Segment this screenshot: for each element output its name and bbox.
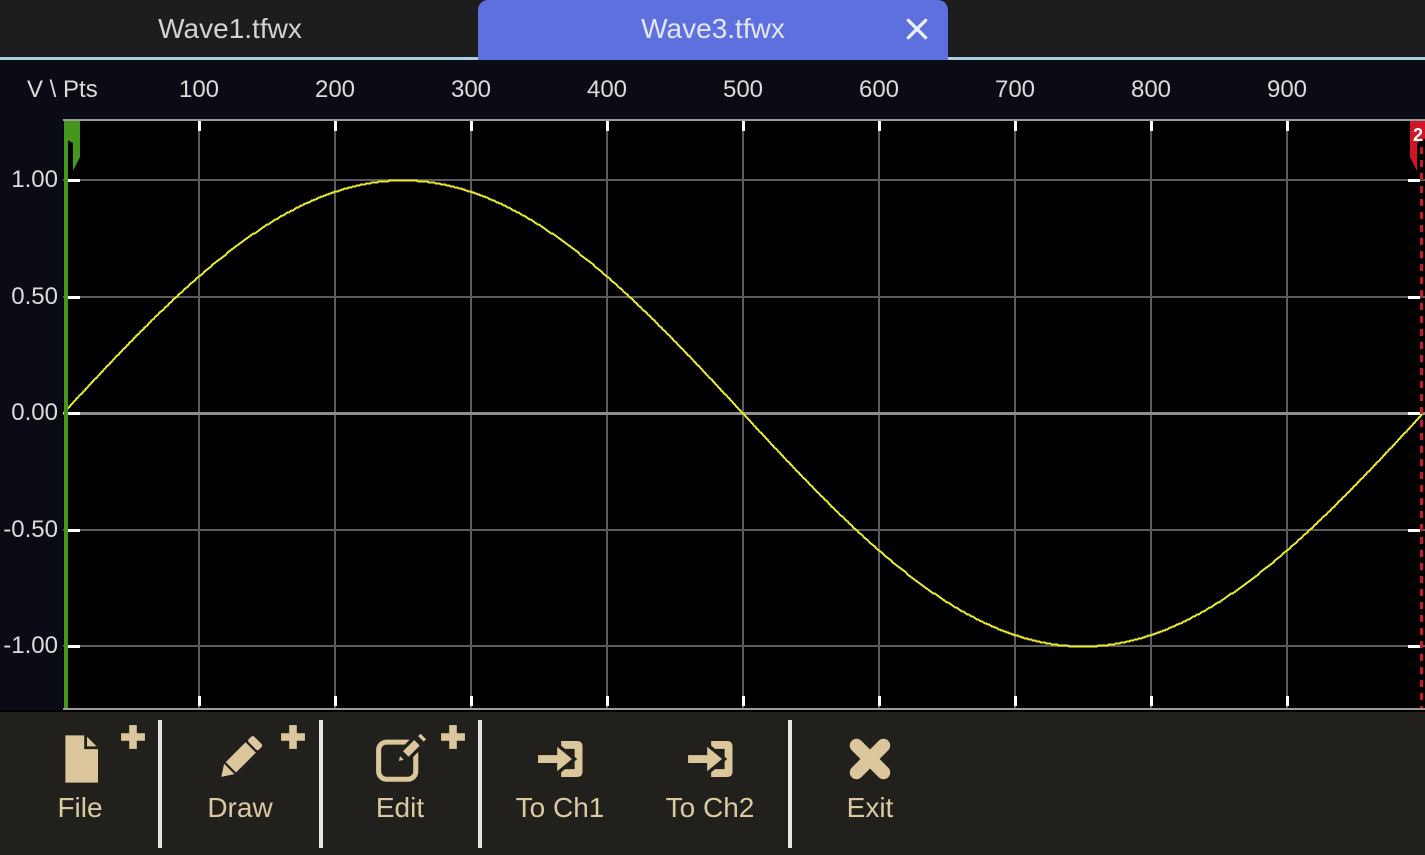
plus-badge-icon bbox=[120, 724, 146, 755]
x-axis-header: V \ Pts 100 200 300 400 500 600 700 800 900 bbox=[0, 60, 1425, 119]
axis-tick-mark bbox=[878, 696, 881, 706]
axis-tick-mark bbox=[1014, 121, 1017, 131]
axis-corner-label: V \ Pts bbox=[27, 76, 98, 103]
axis-tick-mark bbox=[1150, 121, 1153, 131]
toolbar-separator bbox=[788, 720, 792, 848]
axis-tick-mark bbox=[606, 121, 609, 131]
axis-tick-mark bbox=[1150, 696, 1153, 706]
x-axis-tick-label: 200 bbox=[314, 76, 356, 103]
x-axis-tick-label: 600 bbox=[858, 76, 900, 103]
axis-tick-mark bbox=[68, 295, 80, 299]
plus-badge-icon bbox=[280, 724, 306, 755]
end-cursor-label: 2 bbox=[1413, 125, 1424, 145]
axis-tick-mark bbox=[878, 121, 881, 131]
to-ch2-button[interactable]: To Ch2 bbox=[640, 712, 780, 855]
y-axis-tick-label: -0.50 bbox=[3, 515, 58, 543]
draw-button[interactable]: Draw bbox=[170, 712, 310, 855]
file-icon bbox=[10, 732, 150, 790]
x-axis-tick-label: 700 bbox=[994, 76, 1036, 103]
start-cursor-line bbox=[64, 121, 68, 708]
axis-tick-mark bbox=[198, 121, 201, 131]
axis-tick-mark bbox=[334, 696, 337, 706]
x-axis-tick-label: 500 bbox=[722, 76, 764, 103]
axis-tick-mark bbox=[198, 696, 201, 706]
tab-wave3-active[interactable]: Wave3.tfwx bbox=[478, 0, 948, 60]
to-ch1-label: To Ch1 bbox=[515, 792, 605, 823]
exit-label: Exit bbox=[846, 792, 894, 823]
gridline-horizontal bbox=[63, 528, 1425, 531]
end-cursor-line bbox=[1420, 121, 1423, 708]
x-axis-tick-label: 300 bbox=[450, 76, 492, 103]
y-axis-labels: 1.00 0.50 0.00 -0.50 -1.00 bbox=[0, 119, 63, 710]
waveform-canvas[interactable]: 2 bbox=[63, 119, 1425, 710]
axis-tick-mark bbox=[68, 412, 80, 415]
y-axis-tick-label: -1.00 bbox=[3, 632, 58, 659]
edit-label: Edit bbox=[375, 792, 425, 823]
file-button[interactable]: File bbox=[10, 712, 150, 855]
axis-tick-mark bbox=[1408, 295, 1420, 299]
axis-tick-mark bbox=[334, 121, 337, 131]
y-axis-tick-label: 1.00 bbox=[11, 166, 58, 193]
toolbar-separator bbox=[158, 720, 162, 848]
plot-bottom-border bbox=[63, 708, 1425, 710]
axis-tick-mark bbox=[1286, 696, 1289, 706]
tab-wave1[interactable]: Wave1.tfwx bbox=[0, 0, 460, 57]
edit-button[interactable]: Edit bbox=[330, 712, 470, 855]
axis-tick-mark bbox=[742, 121, 745, 131]
file-label: File bbox=[57, 792, 103, 823]
axis-tick-mark bbox=[68, 645, 80, 648]
edit-icon bbox=[330, 730, 470, 790]
x-axis-tick-label: 900 bbox=[1266, 76, 1308, 103]
plot-top-border bbox=[63, 119, 1425, 121]
axis-tick-mark bbox=[470, 121, 473, 131]
exit-button[interactable]: Exit bbox=[800, 712, 940, 855]
to-ch1-button[interactable]: To Ch1 bbox=[490, 712, 630, 855]
axis-tick-mark bbox=[1286, 121, 1289, 131]
axis-tick-mark bbox=[1408, 645, 1420, 648]
waveform-trace bbox=[63, 179, 1424, 648]
draw-label: Draw bbox=[207, 792, 273, 823]
close-icon[interactable] bbox=[904, 16, 930, 42]
axis-tick-mark bbox=[68, 179, 80, 182]
tab-wave1-label: Wave1.tfwx bbox=[158, 13, 302, 44]
axis-tick-mark bbox=[606, 696, 609, 706]
tab-wave3-label: Wave3.tfwx bbox=[641, 13, 785, 44]
gridline-horizontal bbox=[63, 295, 1425, 298]
axis-tick-mark bbox=[68, 528, 80, 532]
to-ch2-label: To Ch2 bbox=[665, 792, 755, 823]
x-axis-tick-label: 400 bbox=[586, 76, 628, 103]
gridline-horizontal bbox=[63, 179, 1425, 181]
axis-tick-mark bbox=[1408, 528, 1420, 532]
plus-badge-icon bbox=[440, 724, 466, 755]
x-mark-icon bbox=[800, 732, 940, 790]
pencil-icon bbox=[170, 732, 310, 790]
arrow-to-bracket-icon bbox=[490, 732, 630, 790]
y-axis-tick-label: 0.50 bbox=[11, 282, 58, 310]
x-axis-tick-label: 800 bbox=[1130, 76, 1172, 103]
toolbar-separator bbox=[478, 720, 482, 848]
gridline-horizontal bbox=[63, 645, 1425, 647]
y-axis-tick-label: 0.00 bbox=[11, 399, 58, 426]
x-axis-tick-label: 100 bbox=[178, 76, 220, 103]
axis-tick-mark bbox=[742, 696, 745, 706]
axis-tick-mark bbox=[1408, 179, 1420, 182]
arrow-to-bracket-icon bbox=[640, 732, 780, 790]
axis-tick-mark bbox=[1408, 412, 1420, 415]
toolbar-separator bbox=[319, 720, 323, 848]
axis-tick-mark bbox=[470, 696, 473, 706]
axis-tick-mark bbox=[1014, 696, 1017, 706]
bottom-toolbar: File Draw Edit To Ch1 To Ch2 Exit bbox=[0, 712, 1425, 855]
